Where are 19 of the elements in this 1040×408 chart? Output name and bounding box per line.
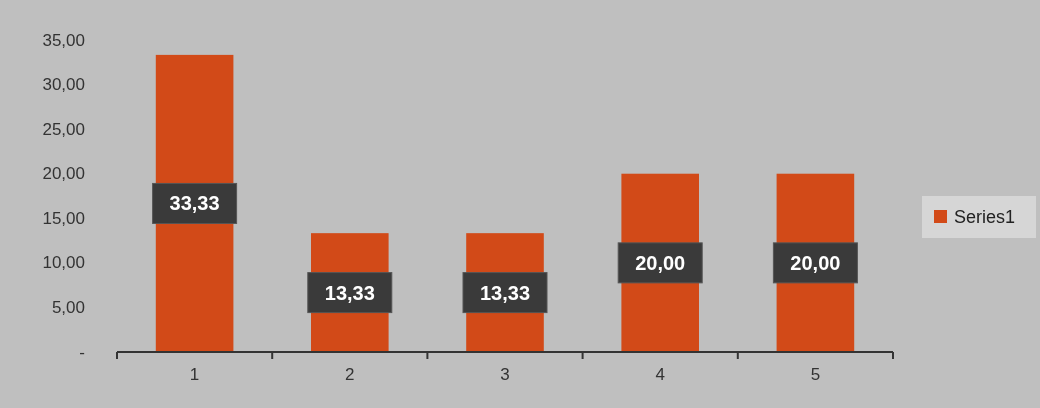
y-tick-label: - bbox=[79, 342, 85, 362]
y-tick-label: 35,00 bbox=[42, 30, 85, 50]
y-tick-label: 20,00 bbox=[42, 164, 85, 184]
data-label: 33,33 bbox=[169, 192, 220, 215]
legend-label: Series1 bbox=[954, 207, 1016, 227]
y-tick-label: 5,00 bbox=[51, 297, 85, 317]
x-tick-label: 1 bbox=[189, 365, 200, 384]
y-tick-label: 15,00 bbox=[42, 208, 85, 228]
x-tick-label: 4 bbox=[655, 365, 665, 384]
y-tick-label: 25,00 bbox=[42, 119, 85, 139]
data-label: 13,33 bbox=[479, 281, 531, 304]
data-label: 20,00 bbox=[790, 251, 841, 274]
x-tick-label: 3 bbox=[500, 365, 510, 384]
x-tick-label: 2 bbox=[345, 365, 355, 384]
y-tick-label: 10,00 bbox=[42, 253, 85, 273]
x-tick-label: 5 bbox=[810, 365, 821, 384]
y-tick-label: 30,00 bbox=[42, 75, 85, 95]
data-label: 13,33 bbox=[324, 281, 375, 304]
data-label: 20,00 bbox=[635, 251, 686, 274]
